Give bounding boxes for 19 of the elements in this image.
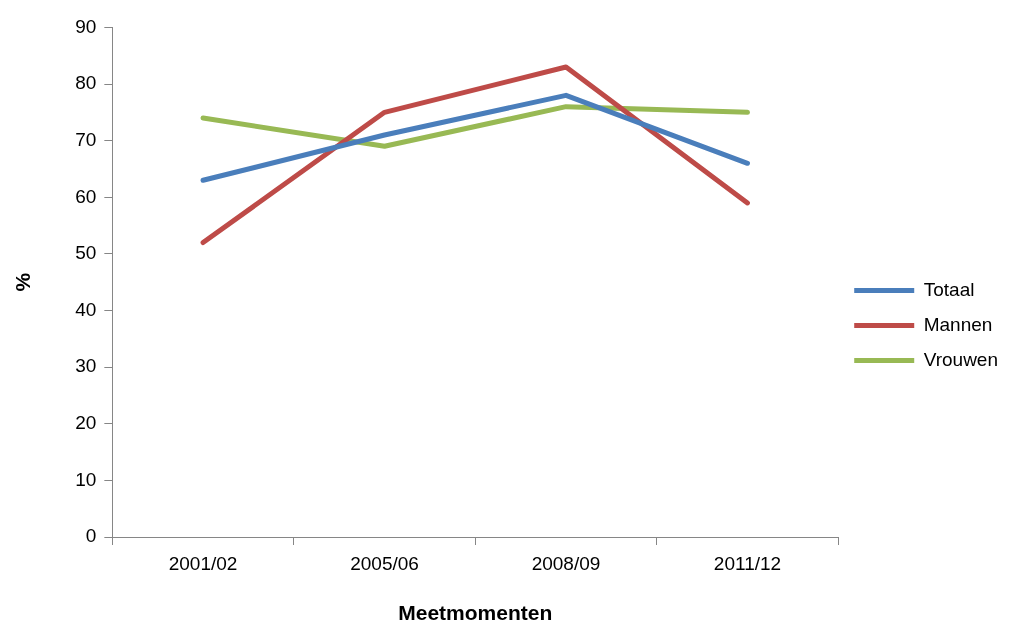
y-tick-label: 40: [75, 298, 97, 320]
y-tick-label: 80: [75, 72, 97, 94]
x-tick-label: 2001/02: [168, 552, 238, 574]
legend-label: Totaal: [923, 278, 975, 300]
y-tick-label: 30: [75, 355, 97, 377]
legend-label: Vrouwen: [923, 348, 999, 370]
x-tick-label: 2008/09: [531, 552, 601, 574]
y-tick-label: 10: [75, 468, 97, 490]
x-tick-label: 2011/12: [713, 552, 782, 574]
y-tick-label: 90: [75, 15, 97, 37]
x-axis-title: Meetmomenten: [398, 601, 553, 625]
legend-label: Mannen: [923, 313, 993, 335]
y-tick-label: 0: [85, 525, 97, 547]
y-tick-label: 60: [75, 185, 97, 207]
y-tick-label: 70: [75, 128, 97, 150]
x-tick-label: 2005/06: [350, 552, 419, 574]
y-axis-title: %: [11, 272, 35, 292]
y-tick-label: 20: [75, 411, 97, 433]
y-tick-label: 50: [75, 242, 97, 264]
